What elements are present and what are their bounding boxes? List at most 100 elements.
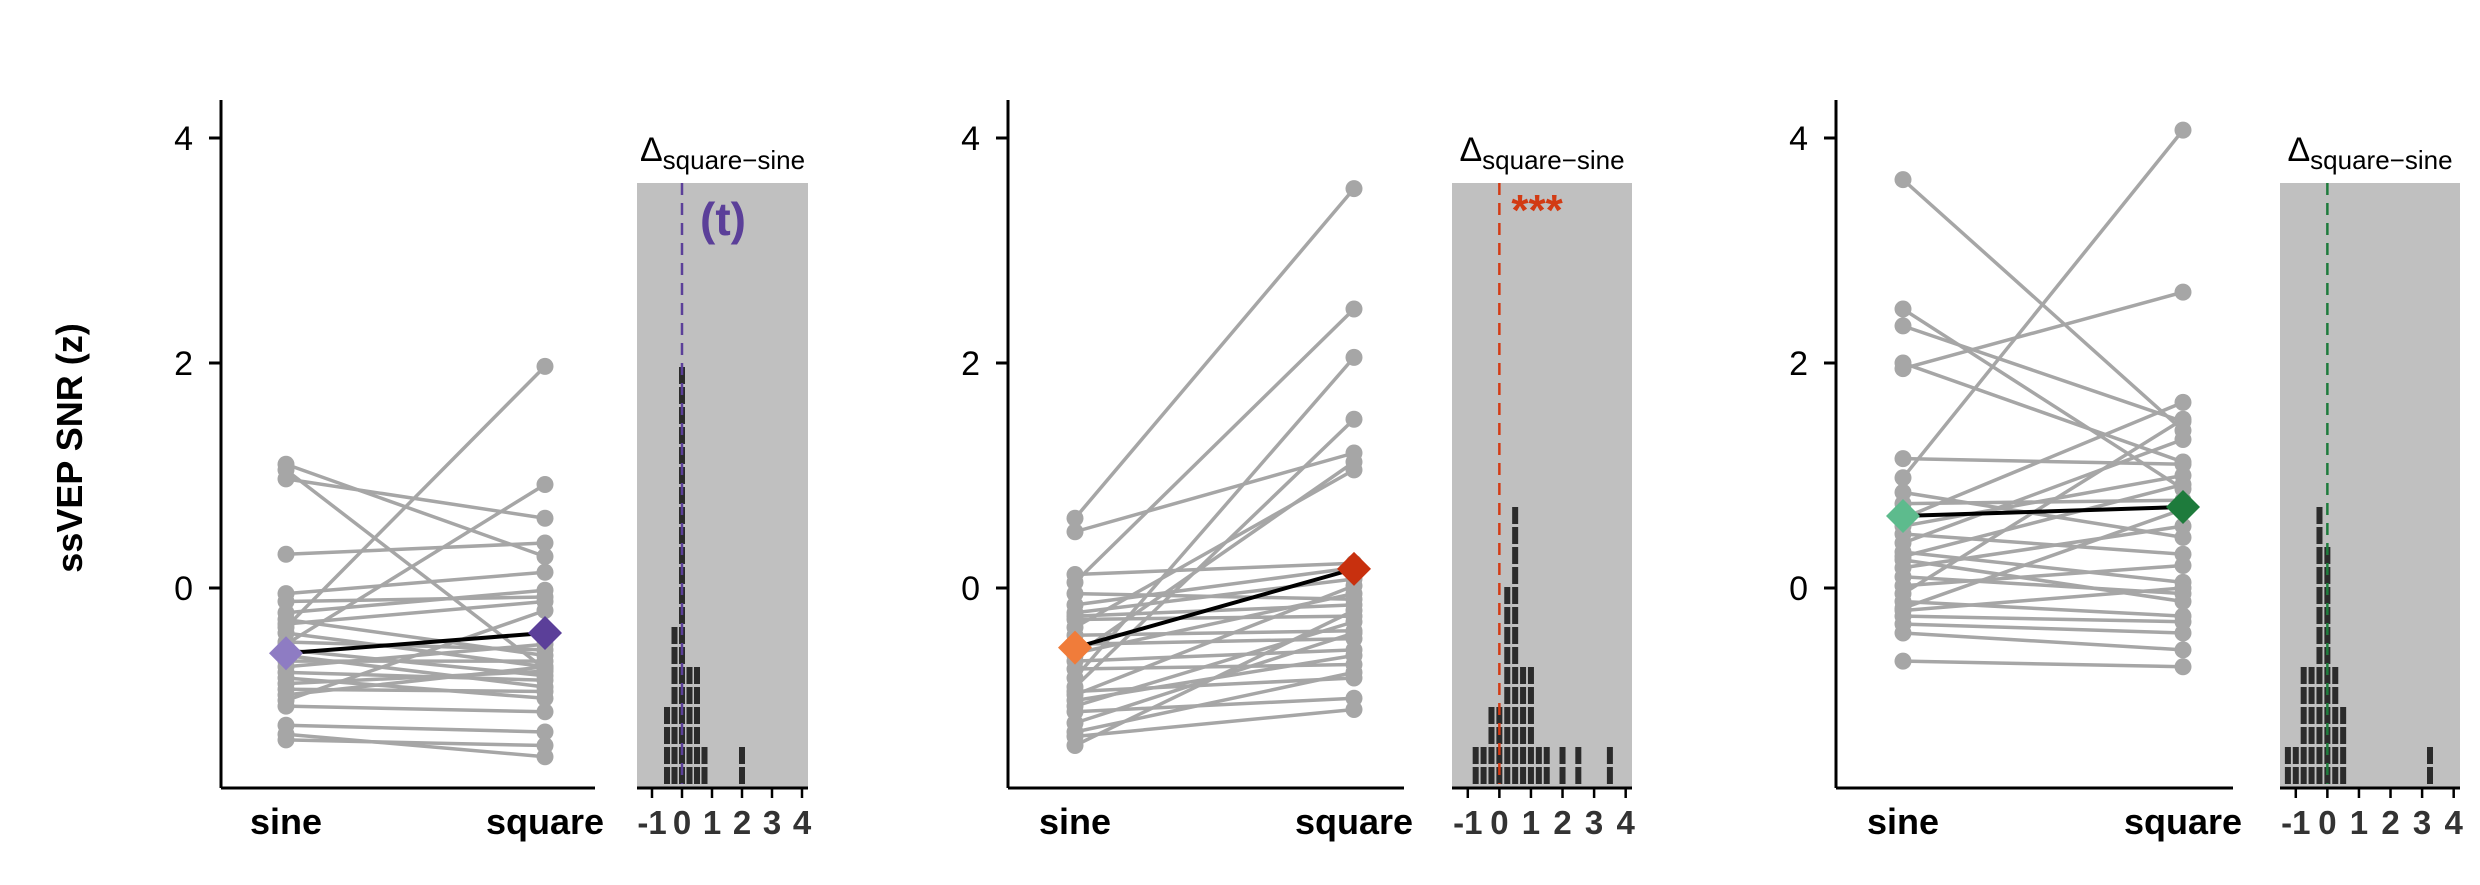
subject-point-sine bbox=[1894, 317, 1912, 335]
histogram-bar-segment bbox=[2324, 567, 2331, 584]
subject-line bbox=[1902, 558, 2184, 604]
histogram-bar-segment bbox=[2324, 767, 2331, 784]
histogram-bar-segment bbox=[2316, 627, 2323, 644]
histogram-bar-segment bbox=[2340, 707, 2347, 724]
y-tick-label: 4 bbox=[1789, 120, 1808, 158]
histogram-bar-segment bbox=[1504, 727, 1511, 744]
histogram-bar-segment bbox=[1512, 587, 1519, 604]
histogram-bar-segment bbox=[2300, 747, 2307, 764]
histogram-bar-segment bbox=[1512, 567, 1519, 584]
histogram-bar bbox=[1472, 747, 1479, 784]
histogram-bar-segment bbox=[1496, 747, 1503, 764]
subject-point-square bbox=[536, 563, 554, 581]
histogram-bar bbox=[1480, 747, 1487, 784]
histogram-bar-segment bbox=[2292, 747, 2299, 764]
histogram-bar-segment bbox=[1520, 707, 1527, 724]
subject-pairs bbox=[277, 357, 554, 766]
histogram-bar-segment bbox=[1606, 747, 1613, 764]
histogram-bar bbox=[1535, 747, 1542, 784]
histogram-bar bbox=[1575, 747, 1582, 784]
histogram-bar-segment bbox=[686, 747, 693, 764]
subject-pairs bbox=[1066, 180, 1363, 754]
subject-line bbox=[1902, 437, 2184, 545]
histogram-x-tick-label: -1 bbox=[2281, 804, 2310, 841]
subject-point-square bbox=[2174, 431, 2192, 448]
subject-line bbox=[1902, 324, 2184, 424]
histogram-bar-segment bbox=[2324, 687, 2331, 704]
subject-point-sine bbox=[1066, 509, 1084, 527]
subject-point-square bbox=[1345, 647, 1363, 664]
histogram-bar bbox=[2316, 507, 2323, 784]
mean-line bbox=[1074, 566, 1355, 650]
histogram-bar bbox=[1527, 667, 1534, 784]
histogram-bar-segment bbox=[1527, 767, 1534, 784]
histogram-bar-segment bbox=[2316, 707, 2323, 724]
subject-line bbox=[285, 704, 546, 714]
histogram-bar-segment bbox=[2316, 747, 2323, 764]
subject-line bbox=[285, 588, 546, 615]
histogram-bar-segment bbox=[694, 687, 700, 704]
histogram-bar bbox=[679, 367, 685, 784]
y-tick-label: 4 bbox=[174, 120, 193, 158]
subject-point-sine bbox=[1066, 686, 1084, 704]
subject-line bbox=[284, 365, 547, 629]
histogram-x-tick-label: 4 bbox=[2445, 804, 2464, 841]
histogram-bar bbox=[664, 707, 670, 784]
subject-point-square bbox=[536, 703, 554, 721]
histogram-bar-segment bbox=[2316, 727, 2323, 744]
subject-point-square bbox=[536, 723, 554, 741]
histogram-x-tick-label: 1 bbox=[703, 804, 721, 841]
histogram-bar-segment bbox=[686, 767, 693, 784]
subject-line bbox=[1902, 417, 2184, 596]
histogram-bar-segment bbox=[2332, 707, 2339, 724]
histogram-bar-segment bbox=[686, 667, 693, 684]
histogram-x-tick-label: 0 bbox=[2318, 804, 2336, 841]
histogram-bar-segment bbox=[2292, 767, 2299, 784]
subject-point-sine bbox=[277, 470, 295, 488]
subject-line bbox=[1073, 307, 1356, 584]
subject-point-sine bbox=[1066, 737, 1084, 754]
histogram-bar bbox=[2300, 667, 2307, 784]
histogram-bar-segment bbox=[1488, 767, 1495, 784]
histogram-x-tick-label: -1 bbox=[637, 804, 666, 841]
histogram-bar-segment bbox=[686, 707, 693, 724]
subject-point-square bbox=[1345, 180, 1363, 198]
histogram-bar-segment bbox=[679, 567, 685, 584]
histogram-bar-segment bbox=[679, 487, 685, 504]
subject-line bbox=[1902, 659, 2184, 669]
histogram-bar-segment bbox=[1520, 747, 1527, 764]
x-category-label-sine: sine bbox=[250, 801, 322, 842]
histogram-bar-segment bbox=[1520, 687, 1527, 704]
subject-point-square bbox=[2174, 410, 2192, 428]
subject-line bbox=[1074, 460, 1355, 657]
histogram-bar-segment bbox=[671, 747, 678, 764]
histogram-bar-segment bbox=[679, 407, 685, 424]
histogram-bar-segment bbox=[679, 527, 685, 544]
histogram-bar-segment bbox=[2300, 767, 2307, 784]
histogram-bar-segment bbox=[2300, 667, 2307, 684]
histogram-background bbox=[2280, 183, 2460, 788]
histogram-bar-segment bbox=[2308, 747, 2315, 764]
histogram-bar-segment bbox=[2284, 747, 2291, 764]
mean-line bbox=[1902, 505, 2184, 518]
histogram-bar-segment bbox=[739, 747, 745, 764]
histogram-bar-segment bbox=[1575, 747, 1582, 764]
histogram-bar-segment bbox=[1512, 607, 1519, 624]
histogram-bar-segment bbox=[1504, 667, 1511, 684]
subject-point-square bbox=[1345, 410, 1363, 428]
histogram-bar bbox=[1512, 507, 1519, 784]
histogram-bar-segment bbox=[1480, 767, 1487, 784]
histogram-bar-segment bbox=[1496, 767, 1503, 784]
subject-point-square bbox=[2174, 579, 2192, 597]
histogram-bar-segment bbox=[671, 647, 678, 664]
y-tick-label: 0 bbox=[174, 570, 193, 608]
histogram-bar-segment bbox=[679, 607, 685, 624]
histogram-bar bbox=[739, 747, 745, 784]
x-category-label-square: square bbox=[1295, 801, 1413, 842]
subject-point-sine bbox=[1894, 602, 1912, 619]
subject-point-square bbox=[1345, 701, 1363, 718]
subject-line bbox=[285, 541, 546, 556]
subject-line bbox=[1902, 586, 2184, 613]
